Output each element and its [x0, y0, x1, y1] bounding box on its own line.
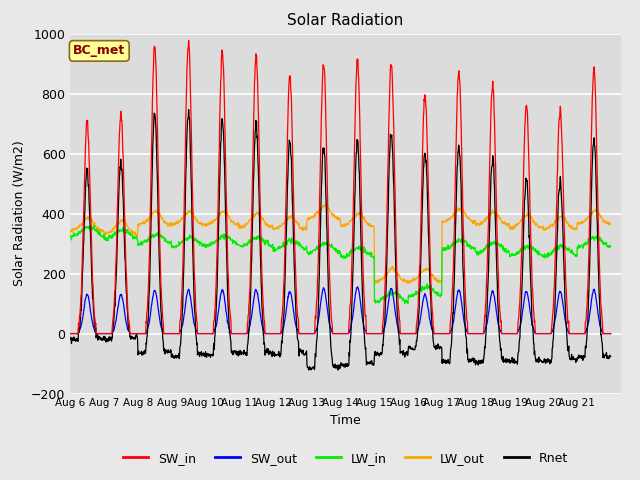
Text: BC_met: BC_met [73, 44, 125, 58]
Title: Solar Radiation: Solar Radiation [287, 13, 404, 28]
X-axis label: Time: Time [330, 414, 361, 427]
Y-axis label: Solar Radiation (W/m2): Solar Radiation (W/m2) [13, 141, 26, 287]
Legend: SW_in, SW_out, LW_in, LW_out, Rnet: SW_in, SW_out, LW_in, LW_out, Rnet [118, 447, 573, 469]
